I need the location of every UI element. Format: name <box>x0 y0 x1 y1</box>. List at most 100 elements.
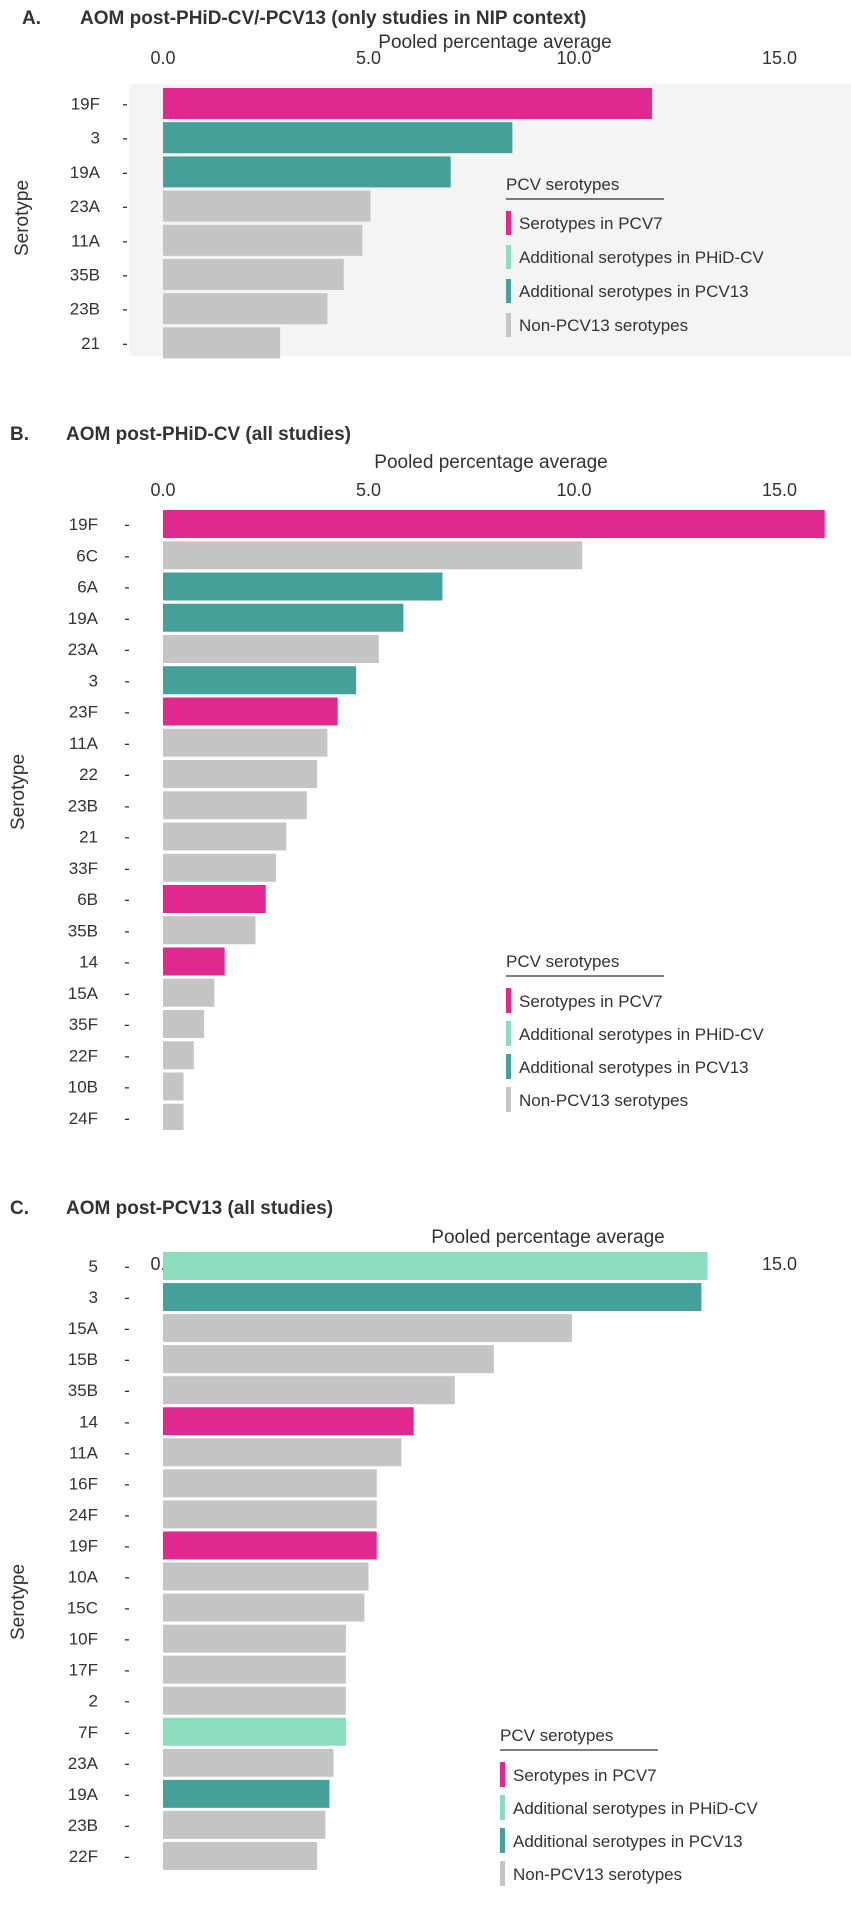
category-label: 11A <box>69 1443 99 1462</box>
bar-19A <box>163 156 451 188</box>
x-tick-label: 15.0 <box>762 480 797 500</box>
category-label: 23B <box>68 796 98 815</box>
category-label: 15C <box>67 1599 98 1618</box>
category-tick: - <box>124 1319 130 1338</box>
bar-2 <box>163 1686 346 1715</box>
category-tick: - <box>124 1505 130 1524</box>
category-tick: - <box>124 859 130 878</box>
bar-3 <box>163 666 357 695</box>
category-label: 23F <box>69 703 98 722</box>
category-tick: - <box>122 129 128 148</box>
category-tick: - <box>124 921 130 940</box>
category-tick: - <box>122 334 128 353</box>
bar-15B <box>163 1345 494 1374</box>
panel-a: A. AOM post-PHiD-CV/-PCV13 (only studies… <box>0 0 851 400</box>
bar-15A <box>163 978 215 1007</box>
bar-16F <box>163 1469 377 1498</box>
bar-5 <box>163 1252 708 1280</box>
y-axis-label: Serotype <box>8 754 29 830</box>
x-tick-label: 0.0 <box>150 48 175 68</box>
x-axis-label: Pooled percentage average <box>378 32 611 53</box>
category-tick: - <box>124 1599 130 1618</box>
x-tick-label: 10.0 <box>556 48 591 68</box>
legend-title: PCV serotypes <box>506 175 619 194</box>
bar-3 <box>163 1283 702 1312</box>
legend-swatch-pcv13 <box>506 1054 511 1079</box>
category-label: 35B <box>68 1381 98 1400</box>
bar-24F <box>163 1103 184 1132</box>
legend-swatch-phid <box>500 1795 505 1820</box>
category-tick: - <box>122 163 128 182</box>
category-tick: - <box>124 1257 130 1276</box>
category-label: 24F <box>69 1109 98 1128</box>
category-label: 19A <box>70 163 101 182</box>
bar-10A <box>163 1562 369 1591</box>
bar-11A <box>163 224 363 256</box>
x-axis-label: Pooled percentage average <box>431 1227 664 1248</box>
category-label: 23A <box>70 197 101 216</box>
category-label: 16F <box>69 1474 98 1493</box>
category-tick: - <box>124 1568 130 1587</box>
category-tick: - <box>124 1847 130 1866</box>
category-tick: - <box>122 266 128 285</box>
category-label: 17F <box>69 1661 98 1680</box>
category-label: 21 <box>79 828 98 847</box>
x-tick-label: 10.0 <box>556 480 591 500</box>
category-tick: - <box>124 609 130 628</box>
legend-label-non: Non-PCV13 serotypes <box>513 1865 682 1884</box>
category-label: 35B <box>70 266 100 285</box>
category-label: 6A <box>77 578 98 597</box>
legend: PCV serotypes Serotypes in PCV7 Addition… <box>500 1726 758 1886</box>
category-tick: - <box>124 546 130 565</box>
y-axis-label: Serotype <box>8 1564 29 1640</box>
bar-21 <box>163 327 281 359</box>
bar-6A <box>163 572 443 601</box>
category-label: 23B <box>68 1816 98 1835</box>
bar-23A <box>163 1748 334 1777</box>
category-tick: - <box>124 1412 130 1431</box>
category-tick: - <box>124 1630 130 1649</box>
category-label: 22F <box>69 1847 98 1866</box>
panel-label: A. <box>22 8 41 29</box>
category-tick: - <box>124 1692 130 1711</box>
bar-23B <box>163 791 307 820</box>
bar-15C <box>163 1593 365 1622</box>
category-label: 3 <box>89 1288 98 1307</box>
category-tick: - <box>124 1381 130 1400</box>
x-tick-label: 5.0 <box>356 48 381 68</box>
panel-b: B. AOM post-PHiD-CV (all studies) Pooled… <box>0 400 851 1132</box>
bar-19F <box>163 1531 377 1560</box>
category-label: 3 <box>91 129 100 148</box>
category-label: 23B <box>70 300 100 319</box>
category-label: 2 <box>89 1692 98 1711</box>
category-label: 15A <box>68 984 99 1003</box>
chart-title: AOM post-PHiD-CV (all studies) <box>66 424 351 445</box>
bar-6C <box>163 541 583 570</box>
bar-10F <box>163 1624 346 1653</box>
category-tick: - <box>124 1785 130 1804</box>
category-tick: - <box>124 703 130 722</box>
category-label: 24F <box>69 1505 98 1524</box>
x-axis-label: Pooled percentage average <box>374 452 607 473</box>
bar-21 <box>163 822 287 851</box>
category-label: 19A <box>68 609 99 628</box>
bar-14 <box>163 1407 414 1436</box>
bar-3 <box>163 122 513 154</box>
chart-title: AOM post-PHiD-CV/-PCV13 (only studies in… <box>80 8 586 29</box>
category-tick: - <box>124 765 130 784</box>
bar-10B <box>163 1072 184 1101</box>
panel-label: C. <box>10 1198 29 1219</box>
category-label: 33F <box>69 859 98 878</box>
bar-22F <box>163 1041 194 1070</box>
bar-19A <box>163 1779 330 1808</box>
category-label: 10B <box>68 1078 98 1097</box>
legend-label-pcv7: Serotypes in PCV7 <box>519 214 663 233</box>
legend-title: PCV serotypes <box>500 1726 613 1745</box>
bar-15A <box>163 1314 572 1343</box>
category-label: 5 <box>89 1257 98 1276</box>
x-tick-label: 0.0 <box>150 480 175 500</box>
category-tick: - <box>124 515 130 534</box>
bar-23F <box>163 697 338 726</box>
legend-swatch-pcv7 <box>506 988 511 1013</box>
legend-label-phid: Additional serotypes in PHiD-CV <box>513 1799 758 1818</box>
